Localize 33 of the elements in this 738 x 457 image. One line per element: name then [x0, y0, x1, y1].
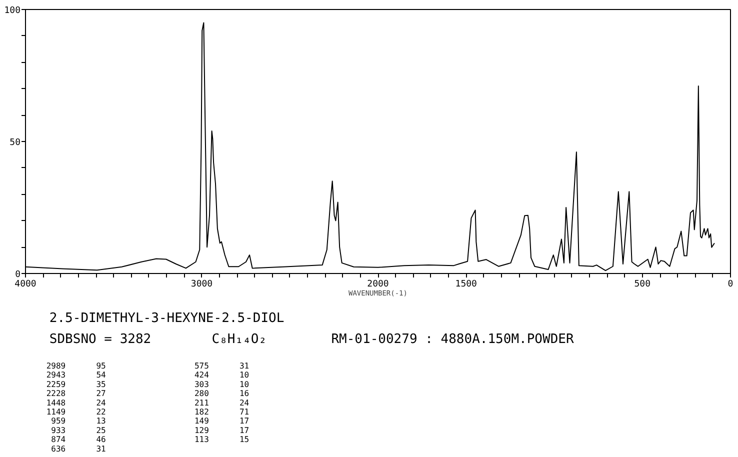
- text: 2259 35: [46, 380, 106, 389]
- text: 182 71: [194, 408, 250, 416]
- x-tick-label: 1500: [455, 280, 477, 290]
- text: 2228 27: [46, 389, 106, 398]
- text: 959 13: [51, 416, 106, 426]
- text: 129 17: [194, 426, 250, 435]
- text: SDBSNO = 3282: [49, 332, 152, 347]
- text: 933 25: [51, 426, 106, 435]
- text: 2989 95: [46, 362, 106, 370]
- text: 113 15: [194, 435, 250, 444]
- text: 2943 54: [46, 370, 106, 380]
- x-tick-label: 4000: [14, 280, 36, 290]
- text: 303 10: [194, 380, 250, 389]
- x-tick-label: 500: [634, 280, 651, 290]
- text: RM-01-00279 : 4880A.150M.POWDER: [331, 332, 574, 347]
- x-tick-label: 0: [728, 280, 734, 290]
- x-tick-label: 2000: [367, 280, 389, 290]
- text: 280 16: [194, 389, 250, 398]
- text: 874 46: [51, 435, 106, 444]
- text: 211 24: [194, 398, 250, 408]
- text: 1149 22: [46, 408, 106, 416]
- text: 149 17: [194, 416, 250, 426]
- y-tick-label: 0: [15, 270, 21, 280]
- y-tick-label: 100: [4, 6, 21, 16]
- text: 424 10: [194, 370, 250, 380]
- line-series: [26, 22, 715, 272]
- text: 575 31: [194, 362, 250, 370]
- text: 1448 24: [46, 398, 106, 408]
- x-tick-label: 3000: [190, 280, 213, 290]
- y-tick-label: 50: [10, 138, 21, 148]
- text: C₈H₁₄O₂: [212, 332, 267, 347]
- text: 2.5-DIMETHYL-3-HEXYNE-2.5-DIOL: [49, 311, 284, 326]
- text: 636 31: [51, 444, 106, 454]
